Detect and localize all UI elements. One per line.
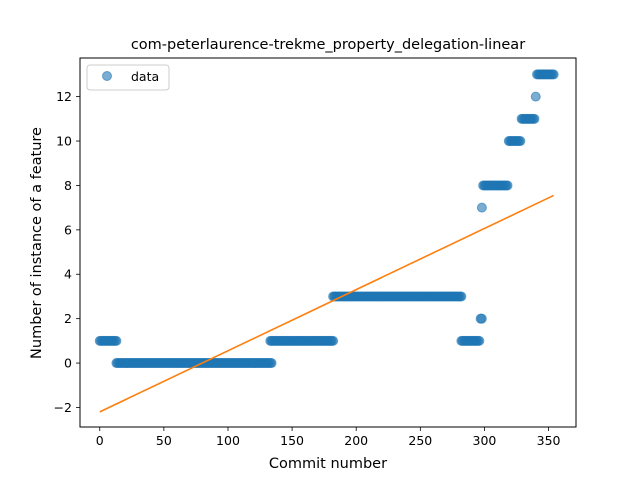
data-point <box>502 180 513 191</box>
y-axis-label: Number of instance of a feature <box>29 127 45 359</box>
data-point <box>476 202 487 213</box>
x-tick-label: 300 <box>473 433 497 448</box>
y-tick-label: 8 <box>64 178 72 193</box>
x-axis-label: Commit number <box>269 456 387 472</box>
y-tick-label: 6 <box>64 222 72 237</box>
legend-label-data: data <box>131 69 159 84</box>
x-axis-ticks: 0 50 100 150 200 250 300 350 <box>96 427 561 448</box>
data-points <box>94 69 559 369</box>
fit-line <box>99 194 555 413</box>
plot-frame <box>79 57 577 428</box>
x-tick-label: 50 <box>156 433 172 448</box>
data-point <box>515 136 526 147</box>
data-point <box>474 335 485 346</box>
y-tick-label: 0 <box>64 356 72 371</box>
y-tick-label: 2 <box>64 311 72 326</box>
x-tick-label: 150 <box>280 433 304 448</box>
data-point <box>456 291 467 302</box>
y-tick-label: 12 <box>56 89 72 104</box>
y-tick-label: 4 <box>64 267 72 282</box>
chart-title: com-peterlaurence-trekme_property_delega… <box>131 37 525 53</box>
x-tick-label: 250 <box>408 433 432 448</box>
legend: data <box>86 64 170 91</box>
plot-area <box>94 69 559 413</box>
data-point <box>530 91 541 102</box>
data-point <box>529 113 540 124</box>
x-tick-label: 0 <box>96 433 104 448</box>
x-tick-label: 200 <box>344 433 368 448</box>
y-tick-label: 10 <box>56 134 72 149</box>
x-tick-label: 350 <box>537 433 561 448</box>
y-axis-ticks: −2 0 2 4 6 8 10 12 <box>54 89 80 415</box>
x-tick-label: 100 <box>216 433 240 448</box>
data-point <box>328 335 339 346</box>
data-point <box>266 358 277 369</box>
legend-marker <box>102 71 112 81</box>
data-point <box>548 69 559 80</box>
y-tick-label: −2 <box>54 400 72 415</box>
data-point <box>476 313 487 324</box>
data-point <box>111 335 122 346</box>
